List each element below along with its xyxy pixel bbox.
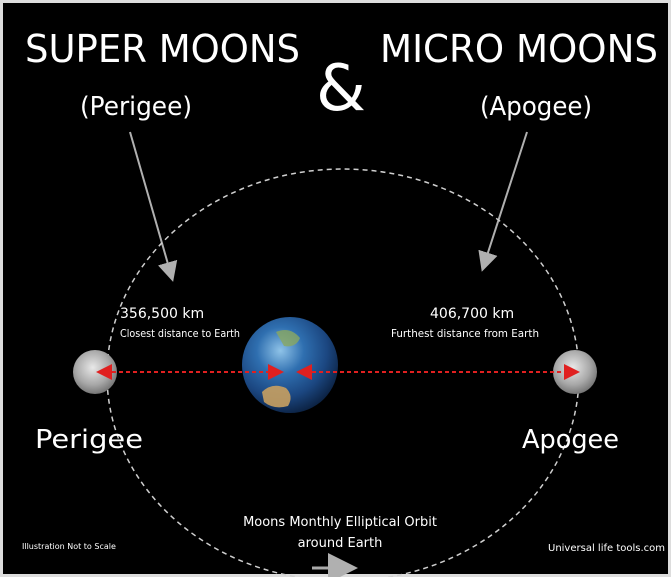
perigee-label: Perigee <box>35 425 143 455</box>
infographic: SUPER MOONS & MICRO MOONS (Perigee) (Apo… <box>0 0 671 577</box>
page: {"header": {"left_title": "SUPER MOONS",… <box>0 0 671 577</box>
right-title: MICRO MOONS <box>380 27 658 71</box>
left-subtitle: (Perigee) <box>80 92 192 122</box>
orbit-caption: Moons Monthly Elliptical Orbit <box>243 515 437 530</box>
perigee-caption: Closest distance to Earth <box>120 327 240 340</box>
logo: Universal life tools.com <box>548 543 665 554</box>
footnote: Illustration Not to Scale <box>22 542 116 551</box>
apogee-distance: 406,700 km <box>430 306 514 322</box>
perigee-distance: 356,500 km <box>120 306 204 322</box>
moon <box>73 350 117 394</box>
orbit-caption: around Earth <box>298 536 383 551</box>
left-title: SUPER MOONS <box>25 27 300 71</box>
apogee-label: Apogee <box>522 425 619 455</box>
ampersand: & <box>316 52 366 126</box>
right-subtitle: (Apogee) <box>480 92 592 122</box>
apogee-caption: Furthest distance from Earth <box>391 327 539 340</box>
